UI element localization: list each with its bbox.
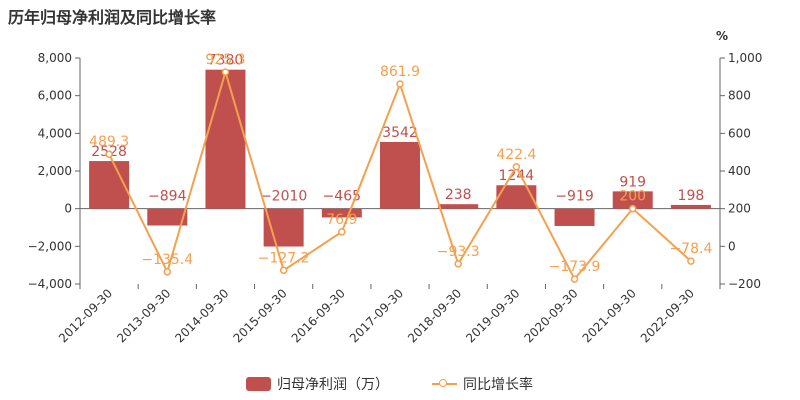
growth-point (570, 275, 579, 283)
y-left-tick-label: 8,000 (38, 51, 72, 65)
y-left-tick-label: −2,000 (28, 239, 72, 253)
combo-chart: −4,000 −2,000 0 2,000 4,000 6,000 8,000 −200 0 20… (28, 29, 763, 345)
bar (147, 208, 188, 226)
y-left-tick-label: −4,000 (28, 277, 72, 291)
x-tick-label: 2021-09-30 (580, 286, 639, 345)
y-right-tick-label: 400 (728, 164, 751, 178)
growth-data-label: 925.3 (205, 52, 245, 68)
growth-point (338, 228, 346, 236)
bar (438, 204, 479, 209)
bar-data-label: −919 (555, 189, 593, 205)
growth-data-label: 489.3 (89, 134, 129, 150)
y-left-tick-label: 4,000 (38, 126, 72, 140)
bar-data-label: 7380 (208, 53, 244, 69)
x-tick-label: 2022-09-30 (638, 286, 697, 345)
bar (612, 191, 653, 209)
y-right-tick-label: 800 (728, 89, 751, 103)
bar-data-label: 3542 (382, 125, 418, 141)
bar (380, 141, 420, 209)
growth-point (396, 80, 404, 88)
y-right-tick-label: 1,000 (728, 51, 762, 65)
bar (89, 161, 130, 209)
legend: 归母净利润（万） 同比增长率 (0, 374, 800, 396)
growth-point (454, 260, 462, 268)
growth-data-label: −135.4 (141, 252, 193, 268)
bar-data-label: 1244 (499, 168, 535, 184)
x-tick-label: 2018-09-30 (405, 286, 464, 345)
y-right-tick-label: −200 (728, 277, 761, 291)
legend-item-growth[interactable]: 同比增长率 (432, 374, 533, 394)
bar-data-label: 198 (678, 188, 705, 204)
growth-data-label: −93.3 (437, 244, 480, 260)
growth-data-label: 861.9 (380, 64, 420, 80)
growth-point (105, 150, 113, 158)
y-right-unit: % (716, 29, 728, 43)
legend-item-profit[interactable]: 归母净利润（万） (246, 374, 389, 394)
x-tick-label: 2013-09-30 (114, 286, 173, 345)
bar (205, 69, 246, 209)
x-tick-label: 2020-09-30 (521, 286, 580, 345)
growth-data-label: 76.9 (326, 212, 357, 228)
growth-point (512, 163, 521, 171)
bar (263, 208, 304, 247)
legend-bar-swatch (246, 377, 271, 391)
x-tick-label: 2017-09-30 (347, 286, 406, 345)
bar (670, 204, 711, 209)
bar-data-label: −894 (148, 189, 187, 205)
x-tick-label: 2012-09-30 (56, 286, 115, 345)
growth-data-label: −78.4 (669, 241, 712, 257)
growth-point (221, 68, 230, 76)
y-left-tick-label: 2,000 (38, 164, 72, 178)
legend-line-swatch (432, 377, 457, 391)
y-right-tick-label: 600 (728, 126, 751, 140)
growth-data-label: 422.4 (496, 147, 536, 163)
bar-data-label: 919 (619, 174, 646, 190)
y-right-tick-label: 200 (728, 202, 751, 216)
x-tick-label: 2019-09-30 (463, 286, 522, 345)
y-left-tick-label: 6,000 (38, 89, 72, 103)
bar (496, 185, 537, 209)
growth-point (687, 257, 695, 265)
bar-data-label: −2010 (260, 189, 307, 205)
chart-title: 历年归母净利润及同比增长率 (8, 8, 217, 27)
growth-point (628, 204, 637, 213)
bar-data-label: −465 (323, 189, 361, 205)
legend-label-profit: 归母净利润（万） (277, 377, 389, 393)
x-tick-label: 2015-09-30 (231, 286, 290, 345)
bar (321, 208, 362, 218)
growth-data-label: −127.2 (258, 250, 310, 266)
x-tick-label: 2016-09-30 (289, 286, 348, 345)
y-left-tick-label: 0 (64, 202, 72, 216)
growth-point (163, 268, 172, 276)
growth-data-label: −173.9 (549, 259, 601, 275)
growth-data-label: 200 (619, 189, 646, 205)
x-tick-label: 2014-09-30 (172, 286, 231, 345)
growth-point (279, 266, 288, 275)
legend-label-growth: 同比增长率 (463, 377, 533, 393)
y-right-tick-label: 0 (728, 239, 736, 253)
bar-data-label: 238 (445, 187, 472, 203)
bar (554, 208, 595, 226)
